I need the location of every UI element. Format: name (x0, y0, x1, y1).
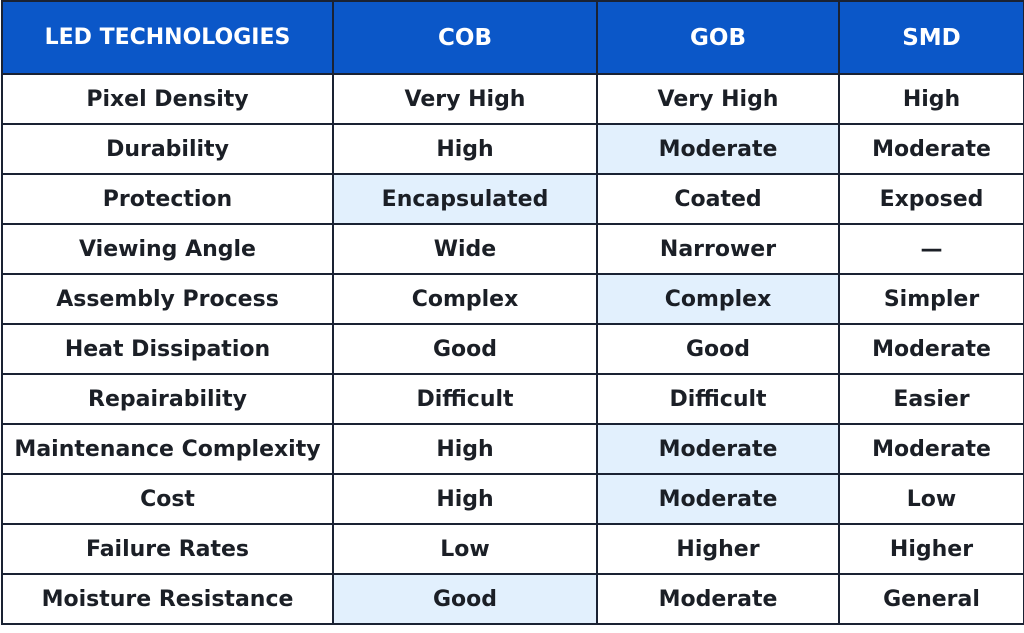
table-row: Moisture Resistance Good Moderate General (1, 573, 1024, 625)
gob-cell: Good (596, 323, 840, 375)
table-header: LED TECHNOLOGIES COB GOB SMD (1, 0, 1024, 75)
cob-cell: High (332, 473, 598, 525)
cob-cell: High (332, 123, 598, 175)
gob-cell: Very High (596, 73, 840, 125)
smd-cell: — (838, 223, 1024, 275)
gob-cell: Higher (596, 523, 840, 575)
gob-cell: Difficult (596, 373, 840, 425)
cob-cell: Encapsulated (332, 173, 598, 225)
smd-cell: Moderate (838, 123, 1024, 175)
smd-cell: Moderate (838, 323, 1024, 375)
feature-cell: Heat Dissipation (1, 323, 334, 375)
header-smd: SMD (838, 0, 1024, 75)
table-row: Assembly Process Complex Complex Simpler (1, 273, 1024, 325)
smd-cell: Low (838, 473, 1024, 525)
cob-cell: Complex (332, 273, 598, 325)
feature-cell: Moisture Resistance (1, 573, 334, 625)
table-row: Pixel Density Very High Very High High (1, 73, 1024, 125)
smd-cell: General (838, 573, 1024, 625)
smd-cell: Moderate (838, 423, 1024, 475)
smd-cell: Simpler (838, 273, 1024, 325)
table-row: Durability High Moderate Moderate (1, 123, 1024, 175)
cob-cell: Very High (332, 73, 598, 125)
table-row: Maintenance Complexity High Moderate Modera… (1, 423, 1024, 475)
header-cob: COB (332, 0, 598, 75)
table-row: Viewing Angle Wide Narrower — (1, 223, 1024, 275)
feature-cell: Protection (1, 173, 334, 225)
smd-cell: High (838, 73, 1024, 125)
cob-cell: Good (332, 573, 598, 625)
cob-cell: Good (332, 323, 598, 375)
table-body: Pixel Density Very High Very High High Durab… (1, 73, 1024, 625)
table-row: Failure Rates Low Higher Higher (1, 523, 1024, 575)
header-gob: GOB (596, 0, 840, 75)
gob-cell: Complex (596, 273, 840, 325)
feature-cell: Failure Rates (1, 523, 334, 575)
table-row: Heat Dissipation Good Good Moderate (1, 323, 1024, 375)
smd-cell: Exposed (838, 173, 1024, 225)
cob-cell: Difficult (332, 373, 598, 425)
header-row: LED TECHNOLOGIES COB GOB SMD (1, 0, 1024, 75)
cob-cell: High (332, 423, 598, 475)
cob-cell: Wide (332, 223, 598, 275)
gob-cell: Coated (596, 173, 840, 225)
feature-cell: Pixel Density (1, 73, 334, 125)
header-led-technologies: LED TECHNOLOGIES (1, 0, 334, 75)
feature-cell: Cost (1, 473, 334, 525)
feature-cell: Repairability (1, 373, 334, 425)
gob-cell: Moderate (596, 473, 840, 525)
feature-cell: Viewing Angle (1, 223, 334, 275)
gob-cell: Moderate (596, 573, 840, 625)
gob-cell: Moderate (596, 423, 840, 475)
table-row: Protection Encapsulated Coated Exposed (1, 173, 1024, 225)
gob-cell: Narrower (596, 223, 840, 275)
feature-cell: Assembly Process (1, 273, 334, 325)
cob-cell: Low (332, 523, 598, 575)
table-row: Cost High Moderate Low (1, 473, 1024, 525)
feature-cell: Durability (1, 123, 334, 175)
feature-cell: Maintenance Complexity (1, 423, 334, 475)
table-row: Repairability Difficult Difficult Easier (1, 373, 1024, 425)
gob-cell: Moderate (596, 123, 840, 175)
smd-cell: Higher (838, 523, 1024, 575)
smd-cell: Easier (838, 373, 1024, 425)
